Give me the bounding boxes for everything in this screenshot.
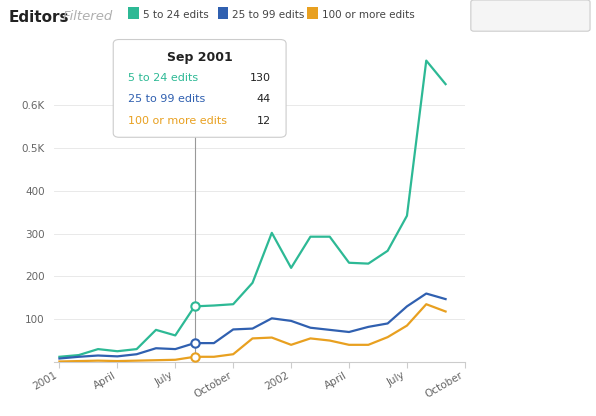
Text: 25 to 99 edits: 25 to 99 edits [232,10,305,20]
Text: Editors: Editors [9,10,70,25]
Text: 44: 44 [257,94,271,104]
Text: ▼: ▼ [553,6,561,17]
Text: 5 to 24 edits: 5 to 24 edits [143,10,209,20]
Text: 🔗: 🔗 [503,6,510,17]
Text: 100 or more edits: 100 or more edits [128,116,227,126]
Text: 5 to 24 edits: 5 to 24 edits [128,73,198,83]
Text: ↓: ↓ [478,6,488,17]
Text: Sep 2001: Sep 2001 [167,51,232,64]
Text: 12: 12 [257,116,271,126]
Text: 25 to 99 edits: 25 to 99 edits [128,94,206,104]
Text: 130: 130 [250,73,271,83]
Text: Filtered: Filtered [63,10,113,23]
Text: ↯: ↯ [526,6,535,17]
Text: 100 or more edits: 100 or more edits [322,10,415,20]
